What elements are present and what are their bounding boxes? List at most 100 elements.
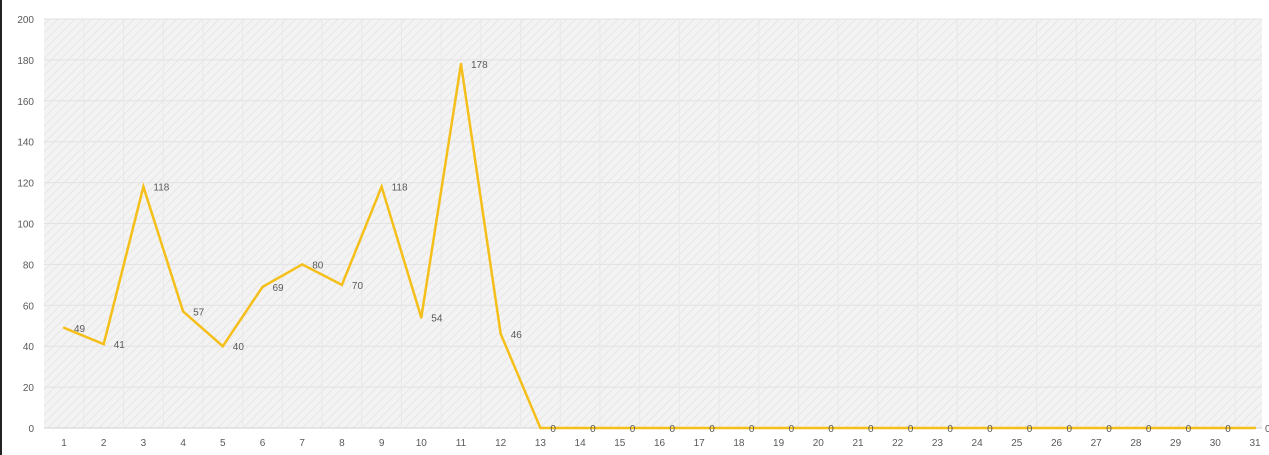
data-point: [539, 426, 542, 430]
data-point: [420, 316, 423, 319]
data-point: [221, 345, 224, 348]
x-axis-tick-label: 19: [773, 438, 785, 449]
data-label: 0: [828, 424, 834, 435]
x-axis-tick-label: 1: [61, 438, 67, 449]
x-axis-tick-label: 22: [892, 438, 904, 449]
data-label: 41: [114, 340, 126, 351]
x-axis-tick-label: 29: [1170, 438, 1182, 449]
x-axis-tick-label: 17: [694, 438, 706, 449]
data-label: 0: [987, 424, 993, 435]
data-label: 0: [908, 424, 914, 435]
x-axis-tick-label: 12: [495, 438, 507, 449]
data-point: [737, 426, 741, 430]
x-axis-tick-label: 31: [1249, 438, 1261, 449]
data-point: [936, 426, 939, 430]
x-axis-tick-label: 9: [379, 438, 385, 449]
data-label: 49: [74, 324, 86, 335]
data-point: [380, 185, 383, 188]
data-label: 0: [1146, 424, 1152, 435]
data-label: 0: [749, 424, 755, 435]
y-axis-tick-label: 100: [17, 220, 34, 231]
data-point: [896, 426, 899, 430]
data-label: 40: [233, 342, 245, 353]
data-point: [340, 283, 344, 287]
data-label: 0: [1225, 424, 1231, 435]
data-label: 0: [590, 424, 596, 435]
x-axis-tick-label: 23: [932, 438, 944, 449]
x-axis-tick-label: 30: [1210, 438, 1222, 449]
x-axis-tick-label: 15: [614, 438, 626, 449]
x-axis-tick-label: 10: [416, 438, 428, 449]
data-label: 0: [630, 424, 636, 435]
data-label: 0: [1265, 424, 1269, 435]
data-label: 57: [193, 307, 205, 318]
x-axis-tick-label: 6: [260, 438, 266, 449]
data-point: [181, 310, 185, 313]
data-point: [1134, 426, 1138, 430]
data-label: 0: [709, 424, 715, 435]
data-point: [62, 326, 66, 329]
x-axis-tick-label: 8: [339, 438, 345, 449]
data-label: 0: [947, 424, 953, 435]
data-point: [102, 342, 105, 346]
x-axis-tick-label: 24: [972, 438, 984, 449]
data-label: 0: [550, 424, 556, 435]
data-point: [1174, 426, 1177, 430]
data-point: [142, 185, 145, 188]
x-axis-tick-label: 18: [733, 438, 745, 449]
data-label: 178: [471, 60, 488, 71]
data-point: [459, 62, 463, 66]
data-label: 118: [392, 183, 408, 194]
x-axis-tick-label: 11: [456, 438, 467, 449]
data-point: [301, 263, 304, 266]
data-label: 0: [670, 424, 676, 435]
y-axis-tick-label: 160: [17, 97, 34, 108]
data-point: [578, 426, 582, 430]
data-label: 80: [312, 260, 324, 271]
chart-left-border: [0, 0, 2, 455]
x-axis-tick-label: 4: [180, 438, 186, 449]
data-label: 69: [273, 283, 285, 294]
data-label: 0: [1106, 424, 1112, 435]
x-axis-tick-label: 27: [1091, 438, 1103, 449]
x-axis-tick-label: 25: [1011, 438, 1023, 449]
y-axis-tick-label: 120: [17, 179, 34, 190]
data-point: [1214, 426, 1217, 430]
data-label: 70: [352, 281, 364, 292]
data-point: [856, 426, 860, 430]
data-point: [975, 426, 979, 430]
data-point: [698, 426, 701, 430]
x-axis-tick-label: 20: [813, 438, 825, 449]
data-label: 0: [1186, 424, 1192, 435]
data-point: [1095, 426, 1098, 430]
data-point: [1055, 426, 1058, 430]
x-axis-tick-label: 13: [535, 438, 547, 449]
data-label: 0: [1067, 424, 1073, 435]
x-axis-tick-label: 14: [575, 438, 587, 449]
data-point: [618, 426, 621, 430]
y-axis-tick-label: 60: [23, 301, 35, 312]
y-axis-tick-label: 80: [23, 260, 35, 271]
x-axis-tick-label: 5: [220, 438, 226, 449]
x-axis-tick-label: 3: [141, 438, 147, 449]
x-axis-tick-label: 2: [101, 438, 107, 449]
data-label: 46: [511, 330, 523, 341]
x-axis-tick-label: 21: [852, 438, 864, 449]
y-axis-tick-label: 200: [17, 15, 34, 26]
x-axis-tick-label: 26: [1051, 438, 1063, 449]
data-label: 54: [431, 314, 443, 325]
data-label: 0: [1027, 424, 1033, 435]
x-axis-tick-label: 7: [299, 438, 305, 449]
data-point: [817, 426, 820, 430]
y-axis-tick-label: 0: [28, 424, 34, 435]
data-label: 118: [153, 183, 169, 194]
data-point: [1015, 426, 1018, 430]
data-point: [658, 426, 661, 430]
data-point: [261, 285, 264, 289]
y-axis-tick-label: 20: [23, 383, 35, 394]
x-axis-tick-label: 16: [654, 438, 666, 449]
data-label: 0: [868, 424, 874, 435]
y-axis-tick-label: 40: [23, 342, 35, 353]
